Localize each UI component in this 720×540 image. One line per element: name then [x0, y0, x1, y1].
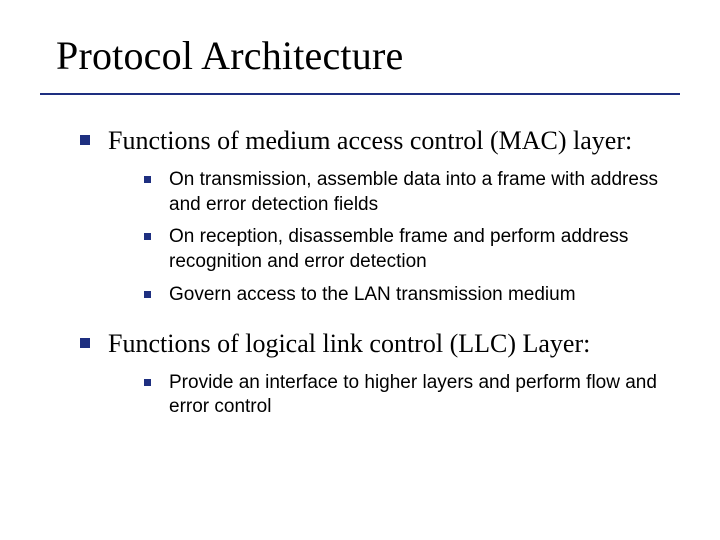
list-item: Functions of logical link control (LLC) … — [80, 326, 680, 361]
list-item: Govern access to the LAN transmission me… — [144, 283, 680, 308]
section-label: Functions of medium access control (MAC)… — [108, 123, 680, 158]
square-bullet-icon — [144, 379, 151, 386]
list-item: On transmission, assemble data into a fr… — [144, 168, 680, 217]
section: Functions of medium access control (MAC)… — [56, 123, 680, 308]
sub-item-text: Provide an interface to higher layers an… — [169, 371, 680, 420]
list-item: Functions of medium access control (MAC)… — [80, 123, 680, 158]
sub-item-text: On transmission, assemble data into a fr… — [169, 168, 680, 217]
sub-list: On transmission, assemble data into a fr… — [80, 168, 680, 307]
sub-item-text: Govern access to the LAN transmission me… — [169, 283, 680, 308]
square-bullet-icon — [144, 176, 151, 183]
square-bullet-icon — [144, 233, 151, 240]
title-rule — [40, 93, 680, 95]
section-label: Functions of logical link control (LLC) … — [108, 326, 680, 361]
slide: Protocol Architecture Functions of mediu… — [0, 0, 720, 540]
page-title: Protocol Architecture — [56, 32, 680, 79]
square-bullet-icon — [144, 291, 151, 298]
square-bullet-icon — [80, 135, 90, 145]
section: Functions of logical link control (LLC) … — [56, 326, 680, 420]
sub-item-text: On reception, disassemble frame and perf… — [169, 225, 680, 274]
list-item: Provide an interface to higher layers an… — [144, 371, 680, 420]
list-item: On reception, disassemble frame and perf… — [144, 225, 680, 274]
sub-list: Provide an interface to higher layers an… — [80, 371, 680, 420]
square-bullet-icon — [80, 338, 90, 348]
